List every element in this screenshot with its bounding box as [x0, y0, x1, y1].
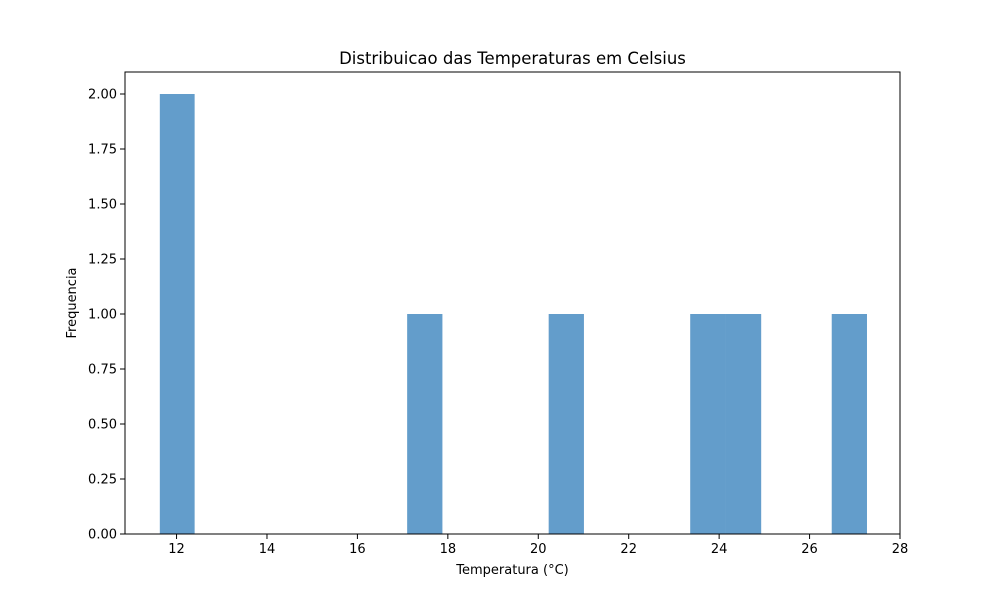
bars-group	[159, 94, 867, 534]
y-tick-label-8: 2.00	[88, 88, 117, 103]
histogram-bar-2	[548, 314, 584, 534]
x-axis-label: Temperatura (°C)	[455, 563, 568, 578]
histogram-bar-4	[725, 314, 762, 534]
x-tick-label-3: 18	[440, 542, 457, 557]
x-tick-label-6: 24	[711, 542, 728, 557]
histogram-bar-3	[690, 314, 726, 534]
y-tick-label-0: 0.00	[88, 528, 117, 543]
histogram-bar-0	[159, 94, 195, 534]
x-tick-label-7: 26	[801, 542, 818, 557]
histogram-bar-5	[831, 314, 867, 534]
x-tick-label-5: 22	[620, 542, 637, 557]
x-axis: 12 14 16 18 20 22 24 26 28	[168, 534, 908, 557]
plot-frame	[124, 71, 901, 535]
y-axis-label: Frequencia	[65, 267, 80, 338]
y-tick-label-4: 1.00	[88, 308, 117, 323]
x-tick-label-1: 14	[259, 542, 276, 557]
y-tick-label-6: 1.50	[88, 198, 117, 213]
y-axis: 0.00 0.25 0.50 0.75 1.00 1.25 1.50 1.75 2.00	[88, 88, 125, 543]
y-tick-label-3: 0.75	[88, 363, 117, 378]
y-tick-label-7: 1.75	[88, 143, 117, 158]
chart-title: Distribuicao das Temperaturas em Celsius	[339, 49, 686, 68]
x-tick-label-4: 20	[530, 542, 547, 557]
x-tick-label-0: 12	[168, 542, 185, 557]
y-tick-label-2: 0.50	[88, 418, 117, 433]
y-tick-label-5: 1.25	[88, 253, 117, 268]
x-tick-label-8: 28	[892, 542, 909, 557]
histogram-bar-1	[407, 314, 443, 534]
x-tick-label-2: 16	[349, 542, 366, 557]
y-tick-label-1: 0.25	[88, 473, 117, 488]
